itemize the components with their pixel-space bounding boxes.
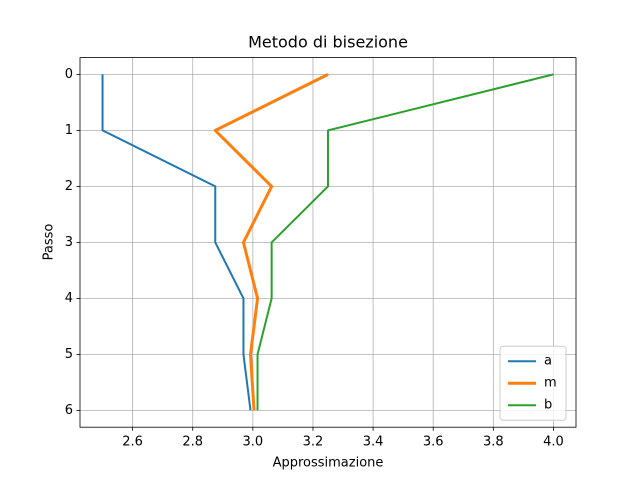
data-line (101, 74, 252, 411)
x-tick-label: 3.0 (243, 435, 264, 450)
y-tick-label: 0 (65, 67, 73, 82)
y-tick-label: 6 (65, 403, 73, 418)
y-tick-label: 3 (65, 235, 73, 250)
y-tick-label: 2 (65, 179, 73, 194)
legend: amb (499, 345, 567, 421)
legend-label: a (544, 354, 552, 369)
plot-frame (79, 57, 577, 428)
chart-title: Metodo di bisezione (248, 33, 408, 52)
y-tick-label: 5 (65, 347, 73, 362)
x-tick-label: 3.4 (363, 435, 384, 450)
x-tick-label: 2.8 (182, 435, 203, 450)
legend-label: b (544, 398, 552, 413)
data-line (256, 73, 554, 411)
x-tick-label: 3.6 (423, 435, 444, 450)
x-tick-label: 2.6 (122, 435, 143, 450)
data-line (213, 73, 329, 411)
x-axis-label: Approssimazione (273, 456, 384, 471)
legend-label: m (544, 376, 557, 391)
y-tick-label: 1 (65, 123, 73, 138)
y-tick-label: 4 (65, 291, 73, 306)
x-tick-label: 4.0 (543, 435, 564, 450)
x-tick-label: 3.8 (483, 435, 504, 450)
y-axis-label: Passo (42, 224, 57, 261)
x-tick-label: 3.2 (303, 435, 324, 450)
